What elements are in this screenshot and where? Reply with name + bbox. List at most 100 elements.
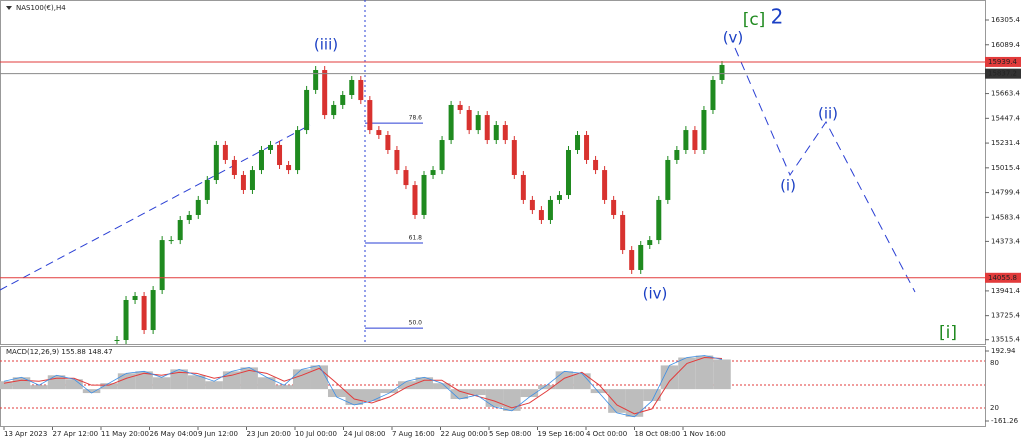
candle <box>457 104 463 111</box>
x-tick-label: 5 Sep 08:00 <box>489 430 531 438</box>
macd-bar <box>345 389 363 405</box>
macd-bar <box>380 389 399 394</box>
macd-bar <box>520 389 539 398</box>
candle <box>575 134 581 150</box>
macd-bar <box>713 359 731 390</box>
x-tick-label: 26 May 04:00 <box>150 430 198 438</box>
candle <box>538 210 544 221</box>
candle <box>349 79 355 95</box>
y-tick-label: 15447.4 <box>991 114 1020 122</box>
y-tick-label: 16089.4 <box>991 41 1020 49</box>
candle <box>629 250 635 270</box>
candle <box>565 149 571 196</box>
macd-y-tick-label: 192.94 <box>991 347 1016 355</box>
y-tick-label: 13515.4 <box>991 336 1020 344</box>
macd-bar <box>433 383 451 390</box>
macd-bar <box>82 389 101 394</box>
x-tick-label: 18 Oct 08:00 <box>635 430 681 438</box>
candle <box>295 130 301 171</box>
macd-bar <box>240 367 258 390</box>
price-label: 15939.4 <box>988 58 1017 66</box>
candle <box>376 130 382 135</box>
x-tick-label: 11 May 20:00 <box>101 430 149 438</box>
macd-y-tick-label: -161.26 <box>991 417 1019 425</box>
x-tick-label: 9 Jun 12:00 <box>198 430 238 438</box>
candle <box>277 144 283 166</box>
candle <box>529 199 535 211</box>
candle <box>385 134 391 150</box>
candle <box>466 110 472 131</box>
candle <box>448 104 454 141</box>
macd-bar <box>573 373 591 390</box>
wave-label: (iv) <box>643 285 668 303</box>
wave-label: 2 <box>771 5 784 29</box>
main-panel-border <box>0 0 986 345</box>
candle <box>168 240 174 242</box>
fib-label: 78.6 <box>409 115 423 122</box>
y-tick-label: 14799.4 <box>991 189 1020 197</box>
macd-bar <box>292 369 311 390</box>
candle <box>249 170 255 190</box>
menu-arrow[interactable] <box>6 6 12 10</box>
macd-bar <box>170 369 188 390</box>
candle <box>502 125 508 141</box>
candle <box>547 199 553 221</box>
candle <box>611 199 617 215</box>
macd-level-label: 20 <box>990 404 999 412</box>
trend-line <box>0 124 311 291</box>
candle <box>322 70 328 116</box>
projection-line <box>734 47 916 293</box>
wave-label: [c] <box>743 10 766 30</box>
macd-bar <box>643 389 661 401</box>
x-tick-label: 27 Apr 12:00 <box>53 430 99 438</box>
macd-level-label: 80 <box>990 359 999 367</box>
candle <box>511 140 517 175</box>
candle <box>701 110 707 150</box>
candle <box>240 174 246 190</box>
macd-bar <box>65 379 83 390</box>
macd-bar <box>660 365 679 390</box>
candle <box>358 79 364 101</box>
macd-bar <box>625 389 644 417</box>
macd-bar <box>363 389 381 401</box>
macd-bar <box>503 389 521 411</box>
macd-bar <box>187 375 206 390</box>
macd-bar <box>678 357 696 390</box>
macd-bar <box>117 373 136 390</box>
macd-main <box>3 355 723 418</box>
candle <box>313 70 319 90</box>
x-tick-label: 19 Sep 16:00 <box>538 430 585 438</box>
wave-label: (ii) <box>818 105 838 123</box>
candle <box>204 180 210 200</box>
candle <box>177 220 183 241</box>
candle <box>620 214 626 251</box>
macd-bar <box>30 385 48 390</box>
x-tick-label: 10 Jul 00:00 <box>295 430 337 438</box>
candle <box>195 199 201 215</box>
candle <box>665 159 671 200</box>
macd-bar <box>555 371 574 390</box>
candle <box>602 170 608 200</box>
candle <box>674 149 680 160</box>
y-tick-label: 14373.4 <box>991 237 1020 245</box>
macd-bar <box>275 385 293 390</box>
wave-label: (i) <box>780 177 796 195</box>
candle <box>638 244 644 270</box>
price-label-box <box>985 68 1021 79</box>
wave-label: (v) <box>723 29 744 47</box>
y-tick-label: 16305.4 <box>991 16 1020 24</box>
macd-bar <box>695 355 714 390</box>
candle <box>394 149 400 171</box>
candle <box>493 125 499 141</box>
candle <box>141 295 147 331</box>
candle <box>132 295 138 300</box>
candle <box>593 159 599 171</box>
fib-label: 50.0 <box>409 320 423 327</box>
macd-bar <box>468 389 486 396</box>
macd-bar <box>257 377 276 390</box>
y-tick-label: 15015.4 <box>991 164 1020 172</box>
price-label: 14055.8 <box>988 274 1017 282</box>
candle <box>231 159 237 175</box>
y-tick-label: 15231.4 <box>991 139 1020 147</box>
